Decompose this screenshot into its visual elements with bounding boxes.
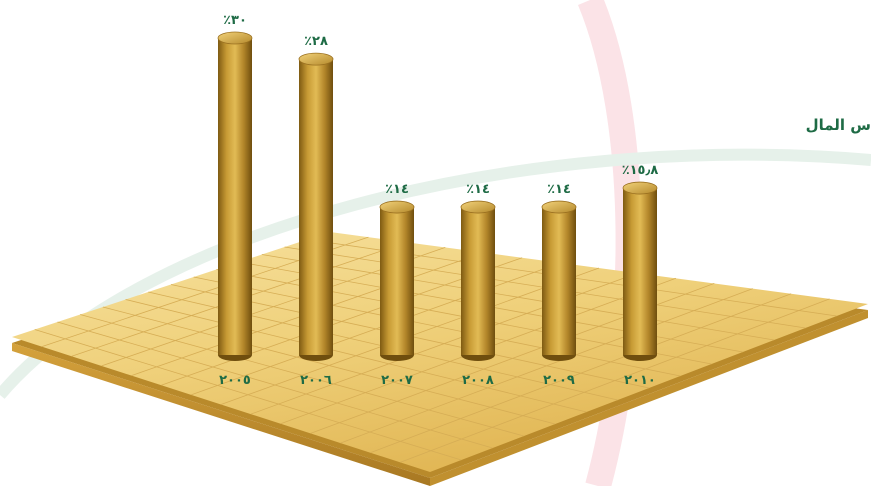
bar-value-label: ٪١٥٫٨ xyxy=(622,163,659,178)
bar-value-label: ٪١٤ xyxy=(385,182,409,197)
grid-line xyxy=(400,298,830,463)
grid-line xyxy=(370,293,792,454)
floor-platform xyxy=(12,232,868,486)
bars-group: ٪٣٠ ٢٠٠٥ ٪٢٨ ٢٠٠٦ ٪١٤ ٢٠٠٧ ٪١٤ ٢٠٠٨ ٪١٤ ٢٠٠٩ ٪١٥٫٨… xyxy=(217,13,659,388)
bar-top xyxy=(379,200,415,214)
bar-value-label: ٪٣٠ xyxy=(223,13,247,28)
bar-top xyxy=(460,200,496,214)
bar-top xyxy=(217,31,253,45)
bar xyxy=(542,207,576,355)
bar xyxy=(299,59,333,356)
category-label: ٢٠١٠ xyxy=(624,373,656,388)
bar-top xyxy=(541,200,577,214)
grid-line xyxy=(261,254,775,341)
caption-text: س المال xyxy=(805,116,871,134)
bar-value-label: ٪١٤ xyxy=(466,182,490,197)
category-label: ٢٠٠٨ xyxy=(462,373,494,388)
bar xyxy=(218,38,252,355)
category-label: ٢٠٠٦ xyxy=(300,373,332,388)
bar-top xyxy=(622,181,658,195)
grid-line xyxy=(193,276,681,377)
category-label: ٢٠٠٩ xyxy=(543,373,575,388)
bar xyxy=(380,207,414,355)
bar-top xyxy=(298,52,334,66)
bar-value-label: ٪١٤ xyxy=(547,182,571,197)
grid-line xyxy=(340,288,753,444)
category-label: ٢٠٠٥ xyxy=(219,373,251,388)
category-label: ٢٠٠٧ xyxy=(381,373,413,388)
bar xyxy=(461,207,495,355)
bar xyxy=(623,188,657,355)
bar-value-label: ٪٢٨ xyxy=(304,34,328,49)
